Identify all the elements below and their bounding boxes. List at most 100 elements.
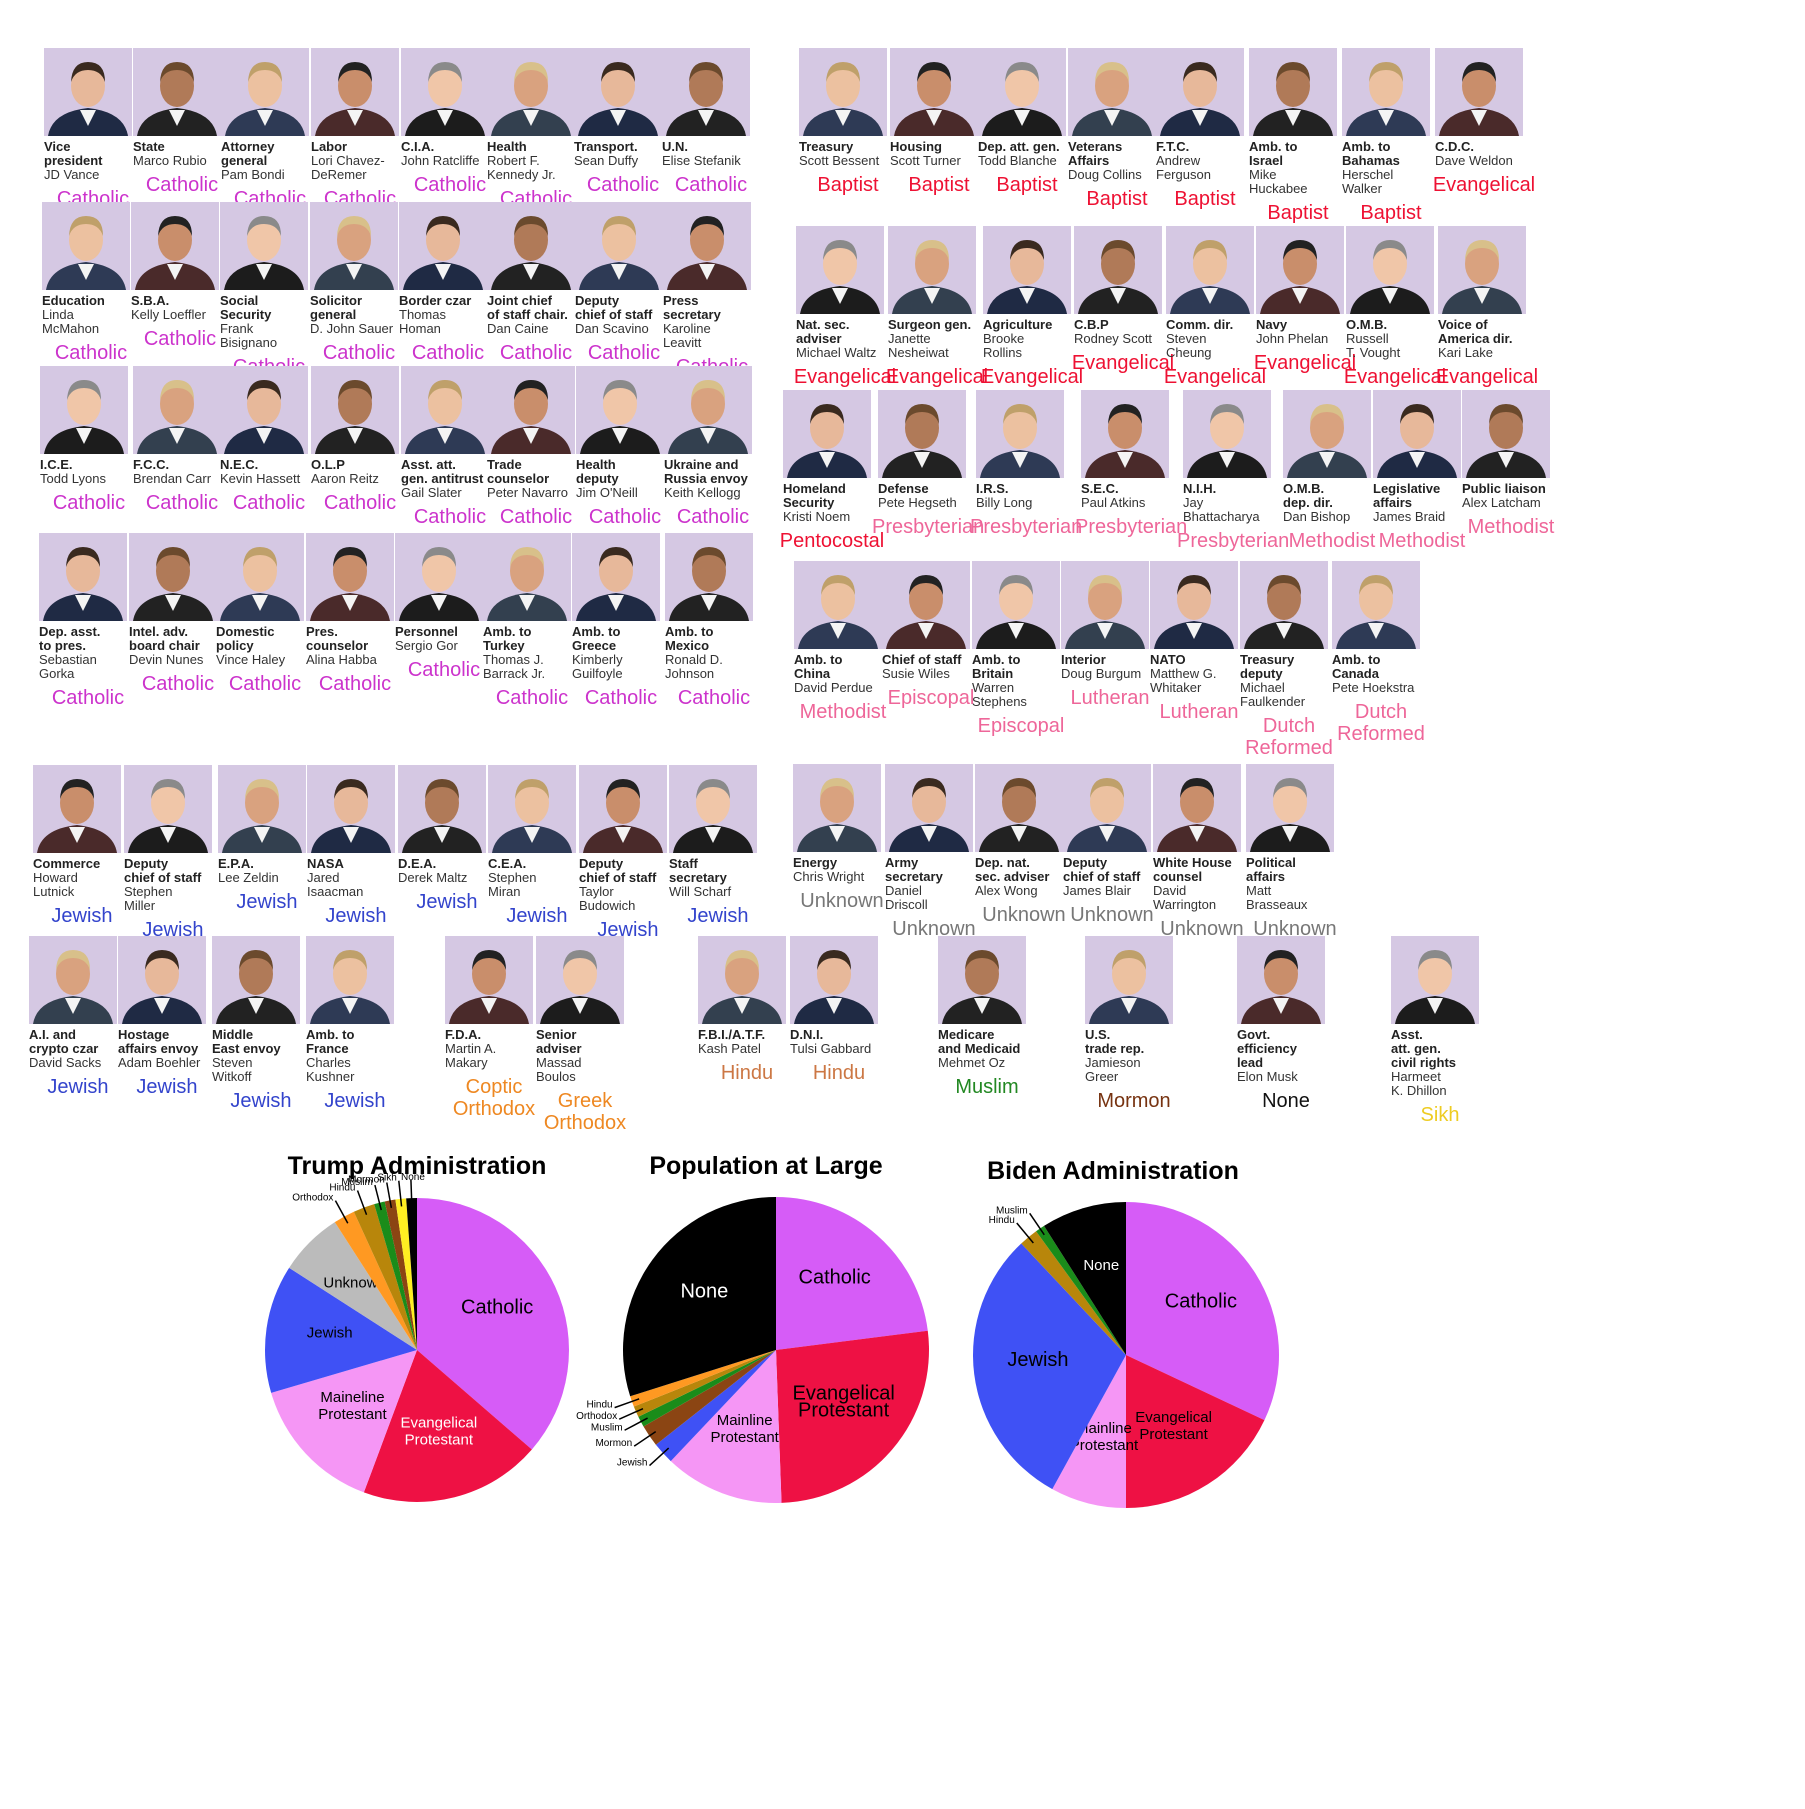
person-name: Scott Bessent [799,153,880,168]
religion-label: Dutch Reformed [1337,701,1425,745]
portrait-photo [487,48,575,136]
religion-label: Catholic [52,492,126,514]
religion-label: Catholic [228,673,302,695]
portrait-photo [1237,936,1325,1024]
portrait-photo [401,48,489,136]
person-name: David Sacks [29,1055,102,1070]
person-name: James Braid [1373,509,1446,524]
religion-label: Jewish [136,1076,198,1098]
person-name: Will Scharf [669,884,732,899]
portrait-photo [972,561,1060,649]
role-label: White House counsel [1153,855,1232,884]
person-name: Pam Bondi [221,167,285,182]
role-label: Nat. sec. adviser [796,317,850,346]
person-name: Jamieson Greer [1085,1055,1141,1084]
person-name: Susie Wiles [882,666,950,681]
person-name: Brendan Carr [133,471,212,486]
person-name: Kevin Hassett [220,471,301,486]
religion-label: Baptist [908,174,970,196]
religion-label: Catholic [51,687,125,709]
role-label: F.C.C. [133,457,170,472]
person-name: Dan Caine [487,321,549,336]
role-label: Deputy chief of staff [1063,855,1141,884]
portrait-photo [1391,936,1479,1024]
person-name: John Ratcliffe [401,153,480,168]
portrait-photo [796,226,884,314]
role-label: Amb. to China [794,652,843,681]
person-name: David Perdue [794,680,873,695]
person-name: Massad Boulos [536,1055,582,1084]
role-label: I.R.S. [976,481,1009,496]
slice-label: Muslim [341,1177,373,1188]
person-name: Pete Hoekstra [1332,680,1415,695]
religion-label: Catholic [587,342,661,364]
person-name: Paul Atkins [1081,495,1146,510]
portrait-photo [39,533,127,621]
slice-label: Catholic [461,1296,533,1318]
person-name: Janette Nesheiwat [888,331,949,360]
person-name: Pete Hegseth [878,495,957,510]
role-label: Commerce [33,856,101,871]
religion-label: Jewish [230,1090,292,1112]
role-label: Surgeon gen. [888,317,972,332]
pie-slice [417,1198,569,1450]
pie-slice [271,1350,417,1493]
role-label: Amb. to Turkey [483,624,532,653]
religion-label: Evangelical [1432,174,1536,196]
religion-label: Dutch Reformed [1245,715,1333,759]
slice-label: Catholic [1165,1290,1237,1312]
role-label: Solicitor general [310,293,363,322]
person-name: Matt Brasseaux [1246,883,1308,912]
person-name: Tulsi Gabbard [790,1041,872,1056]
portrait-photo [885,764,973,852]
role-label: Political affairs [1246,855,1296,884]
role-label: Chief of staff [882,652,962,667]
role-label: Press secretary [663,293,721,322]
portrait-photo [698,936,786,1024]
pie-slice [973,1243,1126,1490]
role-label: O.L.P [311,457,345,472]
religion-label: Jewish [687,905,749,927]
pie-slice [384,1199,417,1350]
person-name: Scott Turner [890,153,961,168]
pie-slice [643,1350,776,1445]
religion-label: Unknown [982,904,1066,926]
pie-slice [655,1350,776,1462]
religion-label: Catholic [145,492,219,514]
religion-label: Greek Orthodox [543,1090,627,1134]
portrait-photo [975,764,1063,852]
portrait-photo [1068,48,1156,136]
pie-chart: Catholic Evangelical Protestant Mainline Pro… [576,1197,929,1503]
pie-slice [265,1267,417,1393]
person-name: Alina Habba [306,652,377,667]
pie-slice [363,1350,532,1502]
slice-label: Mormon [348,1174,385,1185]
role-label: Ukraine and Russia envoy [664,457,748,486]
person-name: Lee Zeldin [218,870,279,885]
person-name: Robert F. Kennedy Jr. [487,153,556,182]
pie-slice [776,1197,928,1350]
person-name: Charles Kushner [306,1055,355,1084]
role-label: Attorney general [221,139,275,168]
role-label: Govt. efficiency lead [1237,1027,1297,1070]
pie-slice [406,1198,417,1350]
portrait-photo [118,936,206,1024]
role-label: Middle East envoy [212,1027,281,1056]
chart-title: Trump Administration [287,1152,547,1180]
person-name: Elise Stefanik [662,153,741,168]
role-label: Dep. att. gen. [978,139,1060,154]
slice-label: Jewish [1007,1349,1068,1371]
role-label: E.P.A. [218,856,254,871]
portrait-photo [888,226,976,314]
portrait-photo [129,533,217,621]
slice-label: Maineline Protestant [318,1389,387,1423]
religion-label: Evangelical [1071,352,1175,374]
religion-label: Sikh [1420,1104,1460,1126]
role-label: Asst. att. gen. civil rights [1391,1027,1457,1070]
pie-slice [353,1204,417,1350]
portrait-photo [665,533,753,621]
portrait-photo [663,202,751,290]
portrait-photo [29,936,117,1024]
slice-label: Hindu [329,1182,355,1193]
role-label: Agriculture [983,317,1053,332]
